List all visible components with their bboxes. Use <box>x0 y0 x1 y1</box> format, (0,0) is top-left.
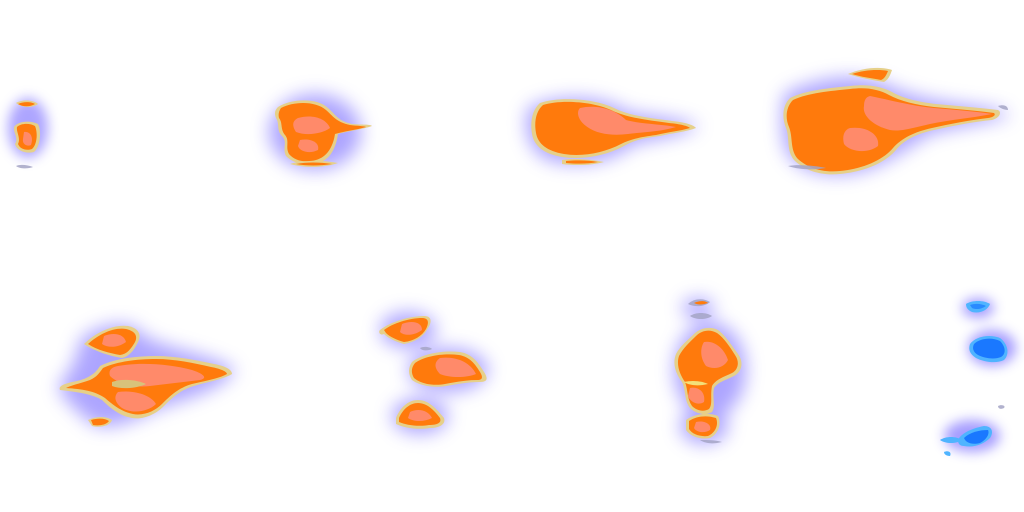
blob-1 <box>8 98 48 169</box>
blob-7 <box>674 298 746 444</box>
blob-5 <box>58 324 236 427</box>
blob-2 <box>269 94 372 170</box>
blob-3 <box>526 97 700 166</box>
blob-6 <box>379 312 488 434</box>
blob-4 <box>782 67 1010 175</box>
blob-8 <box>940 298 1016 456</box>
